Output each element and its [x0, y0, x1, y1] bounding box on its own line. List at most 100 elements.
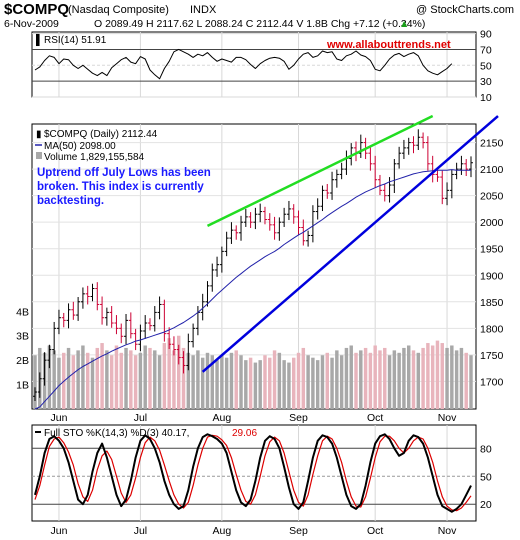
volume-bar: [229, 352, 234, 409]
volume-bar: [186, 352, 191, 409]
rsi-tick-label: 50: [480, 60, 492, 72]
price-legend-swatch-icon: ▮: [36, 129, 42, 140]
volume-bar: [387, 355, 392, 409]
volume-bar: [239, 355, 243, 409]
volume-bar: [292, 357, 296, 409]
volume-bar: [277, 352, 282, 409]
price-tick-label: 1800: [480, 323, 504, 335]
rsi-frame: [31, 31, 477, 98]
chg-up-icon: ▲: [399, 18, 409, 30]
volume-bar: [450, 345, 454, 409]
volume-bar: [114, 345, 119, 409]
price-tick-label: 2150: [480, 138, 504, 150]
volume-bar: [335, 350, 339, 409]
volume-bar: [411, 350, 416, 409]
watermark-url: www.allabouttrends.net: [326, 39, 451, 51]
stochastic-x-tick-label: Nov: [438, 525, 457, 537]
price-tick-label: 1950: [480, 244, 504, 256]
volume-bar: [392, 350, 397, 409]
volume-bar: [200, 357, 205, 409]
volume-bar: [344, 347, 349, 409]
price-tick-label: 1850: [480, 297, 504, 309]
volume-bar: [349, 345, 353, 409]
header-name: (Nasdaq Composite): [68, 4, 169, 16]
volume-bar: [325, 352, 329, 409]
volume-bar: [105, 350, 109, 409]
volume-bar: [282, 360, 286, 409]
volume-bar: [354, 352, 358, 409]
volume-bar: [129, 350, 133, 409]
price-legend-volume: Volume 1,829,155,584: [44, 152, 145, 163]
volume-bar: [143, 345, 147, 409]
header-credit: @ StockCharts.com: [416, 4, 514, 16]
volume-bar: [330, 357, 334, 409]
volume-bar: [426, 343, 430, 409]
volume-bar: [311, 357, 315, 409]
uptrend-line: [201, 115, 499, 373]
volume-bar: [244, 360, 248, 409]
volume-bar: [296, 352, 301, 409]
rsi-tick-label: 70: [480, 44, 492, 56]
volume-bar: [215, 360, 219, 409]
volume-bar: [172, 350, 176, 409]
volume-bar: [253, 362, 258, 409]
ma50-line: [34, 169, 471, 410]
price-tick-label: 1700: [480, 376, 504, 388]
stochastic-legend: Full STO %K(14,3) %D(3) 40.17,: [44, 428, 189, 439]
volume-bar: [162, 343, 167, 409]
header-exchange: INDX: [190, 4, 217, 16]
stochastic-x-tick-label: Sep: [289, 525, 308, 537]
volume-bar: [47, 345, 52, 409]
stochastic-d-line: [34, 434, 472, 512]
volume-bar: [464, 352, 468, 409]
volume-bar: [287, 362, 291, 409]
volume-bar: [469, 355, 473, 409]
price-legend-ma: MA(50) 2098.00: [44, 141, 116, 152]
volume-bar: [100, 343, 104, 409]
volume-bar: [430, 345, 435, 409]
stochastic-tick-label: 20: [480, 499, 492, 511]
volume-bar: [306, 355, 310, 409]
volume-bar: [196, 350, 200, 409]
volume-bar: [220, 355, 224, 409]
rsi-tick-label: 10: [480, 92, 492, 104]
stochastic-x-tick-label: Jul: [134, 525, 147, 537]
volume-bar: [177, 335, 181, 409]
annotation-line: Uptrend off July Lows has been: [37, 167, 211, 179]
price-panel: 2150 2100 2050 2000 1950 1900 1850 1800 1750 1700…: [16, 114, 504, 424]
volume-bar: [52, 350, 56, 409]
stochastic-frame: [31, 424, 477, 522]
volume-bar: [368, 352, 373, 409]
volume-bar: [90, 357, 95, 409]
volume-bar: [402, 347, 406, 409]
volume-bar: [71, 355, 76, 409]
volume-bar: [234, 350, 238, 409]
price-x-tick-label: Jul: [134, 412, 147, 424]
volume-bar: [363, 347, 368, 409]
volume-bar: [248, 357, 253, 409]
volume-bar: [440, 343, 444, 409]
volume-bar: [57, 357, 61, 409]
rsi-panel: 90 70 50 30 10 ▌ RSI(14) 51.91 www.allabouttren…: [31, 29, 492, 104]
volume-bar: [320, 355, 325, 409]
annotation-line: backtesting.: [37, 195, 104, 207]
stochastic-k-line: [34, 433, 472, 513]
stochastic-tick-label: 50: [480, 471, 492, 483]
volume-bar: [373, 345, 377, 409]
volume-bar: [272, 350, 277, 409]
volume-bar: [205, 352, 210, 409]
price-x-tick-label: Jun: [50, 412, 67, 424]
volume-bar: [421, 347, 425, 409]
price-x-tick-label: Aug: [213, 412, 232, 424]
volume-bar: [95, 347, 100, 409]
rsi-tick-label: 90: [480, 29, 492, 41]
rsi-legend: RSI(14) 51.91: [44, 35, 107, 46]
volume-bar: [406, 345, 411, 409]
volume-bar: [191, 355, 195, 409]
volume-bar: [383, 347, 387, 409]
stochastic-x-tick-label: Aug: [213, 525, 232, 537]
volume-bar: [268, 357, 272, 409]
volume-bar: [119, 352, 123, 409]
volume-bar: [359, 350, 363, 409]
